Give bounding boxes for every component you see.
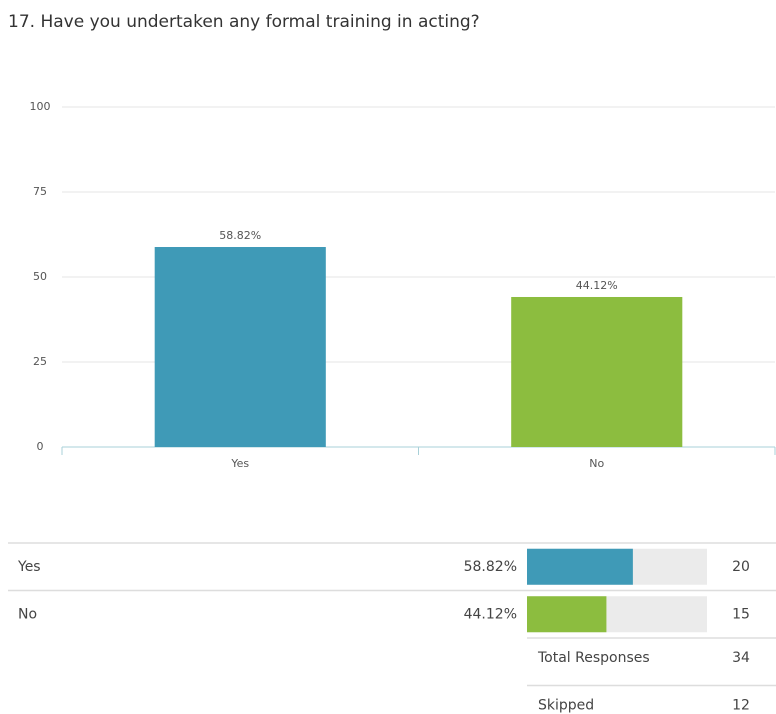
row-bar (527, 596, 607, 633)
row-count: 15 (732, 606, 750, 622)
summary-value: 12 (732, 697, 750, 713)
data-label: 58.82% (219, 229, 261, 242)
bar (511, 296, 683, 447)
summary-value: 34 (732, 650, 750, 666)
row-count: 20 (732, 559, 750, 575)
data-label: 44.12% (576, 279, 618, 292)
y-tick-label: 100 (30, 100, 51, 113)
row-bar (527, 548, 633, 585)
y-tick-label: 0 (37, 440, 44, 453)
y-tick-label: 75 (33, 185, 47, 198)
y-tick-label: 50 (33, 270, 47, 283)
row-label: No (18, 606, 37, 622)
row-label: Yes (17, 559, 41, 575)
summary-label: Skipped (538, 697, 594, 713)
question-title: 17. Have you undertaken any formal train… (8, 12, 480, 32)
row-percent: 58.82% (464, 559, 517, 575)
x-tick-label: No (589, 457, 604, 470)
x-tick-label: Yes (230, 457, 249, 470)
bar (154, 247, 326, 447)
y-tick-label: 25 (33, 355, 47, 368)
row-percent: 44.12% (464, 606, 517, 622)
summary-label: Total Responses (537, 650, 650, 666)
